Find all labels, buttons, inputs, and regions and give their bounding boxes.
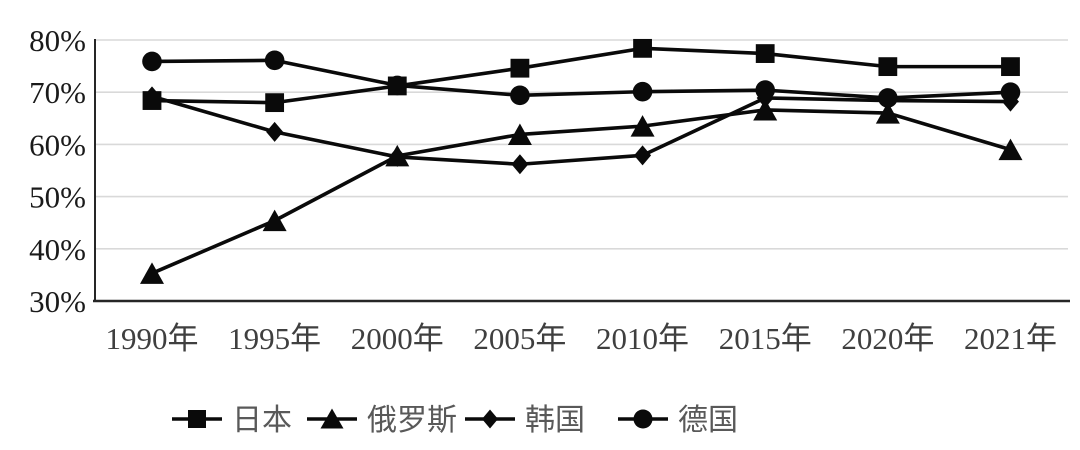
y-tick-label: 60% — [29, 127, 86, 162]
data-point-germany — [264, 50, 285, 71]
data-point-russia — [630, 115, 655, 137]
series-line-russia — [151, 108, 1011, 275]
data-point-korea — [388, 146, 406, 167]
data-point-japan — [1001, 57, 1020, 77]
x-tick-label: 1995年 — [228, 321, 321, 356]
data-point-korea — [511, 154, 529, 175]
legend-item-japan: 日本 — [172, 404, 292, 437]
y-tick-label: 50% — [29, 180, 86, 215]
legend-diamond-icon — [482, 409, 498, 429]
data-point-japan — [265, 93, 285, 113]
data-point-japan — [142, 91, 162, 110]
x-tick-label: 2000年 — [351, 321, 444, 356]
legend-triangle-icon — [320, 408, 344, 429]
x-tick-label: 2010年 — [596, 321, 689, 356]
data-point-japan — [878, 57, 898, 77]
data-point-germany — [1000, 82, 1021, 102]
data-point-germany — [510, 85, 530, 106]
data-point-russia — [998, 138, 1023, 161]
legend-label-japan: 日本 — [232, 404, 292, 437]
series-line-korea — [151, 94, 1011, 167]
legend-label-russia: 俄罗斯 — [367, 404, 457, 437]
data-point-russia — [507, 123, 532, 145]
data-point-japan — [633, 38, 652, 58]
x-tick-label: 2020年 — [841, 321, 934, 356]
data-point-russia — [140, 262, 164, 284]
data-point-korea — [266, 121, 284, 142]
y-tick-label: 70% — [29, 75, 86, 110]
legend-item-germany: 德国 — [618, 404, 738, 437]
legend-label-korea: 韩国 — [525, 404, 585, 437]
data-point-russia — [875, 102, 900, 124]
series-line-germany — [151, 58, 1011, 100]
x-tick-label: 2021年 — [964, 321, 1057, 356]
data-point-germany — [142, 51, 162, 72]
data-point-japan — [387, 76, 407, 96]
data-point-japan — [755, 44, 775, 63]
x-tick-label: 2005年 — [473, 321, 566, 356]
data-point-germany — [755, 80, 775, 100]
data-point-korea — [634, 145, 652, 166]
x-tick-label: 2015年 — [719, 321, 812, 356]
y-tick-label: 30% — [29, 284, 86, 319]
data-point-japan — [510, 58, 530, 78]
y-tick-label: 80% — [29, 23, 86, 58]
legend-label-germany: 德国 — [678, 404, 738, 437]
data-point-germany — [878, 88, 898, 108]
legend-item-russia: 俄罗斯 — [307, 404, 457, 437]
series-line-japan — [151, 46, 1011, 105]
legend-circle-icon — [633, 409, 653, 429]
y-tick-label: 40% — [29, 232, 86, 267]
data-point-russia — [262, 209, 287, 232]
legend-square-icon — [188, 410, 206, 428]
data-point-germany — [632, 81, 653, 102]
legend-item-korea: 韩国 — [465, 404, 585, 437]
data-point-russia — [753, 98, 778, 121]
x-tick-label: 1990年 — [106, 321, 199, 356]
